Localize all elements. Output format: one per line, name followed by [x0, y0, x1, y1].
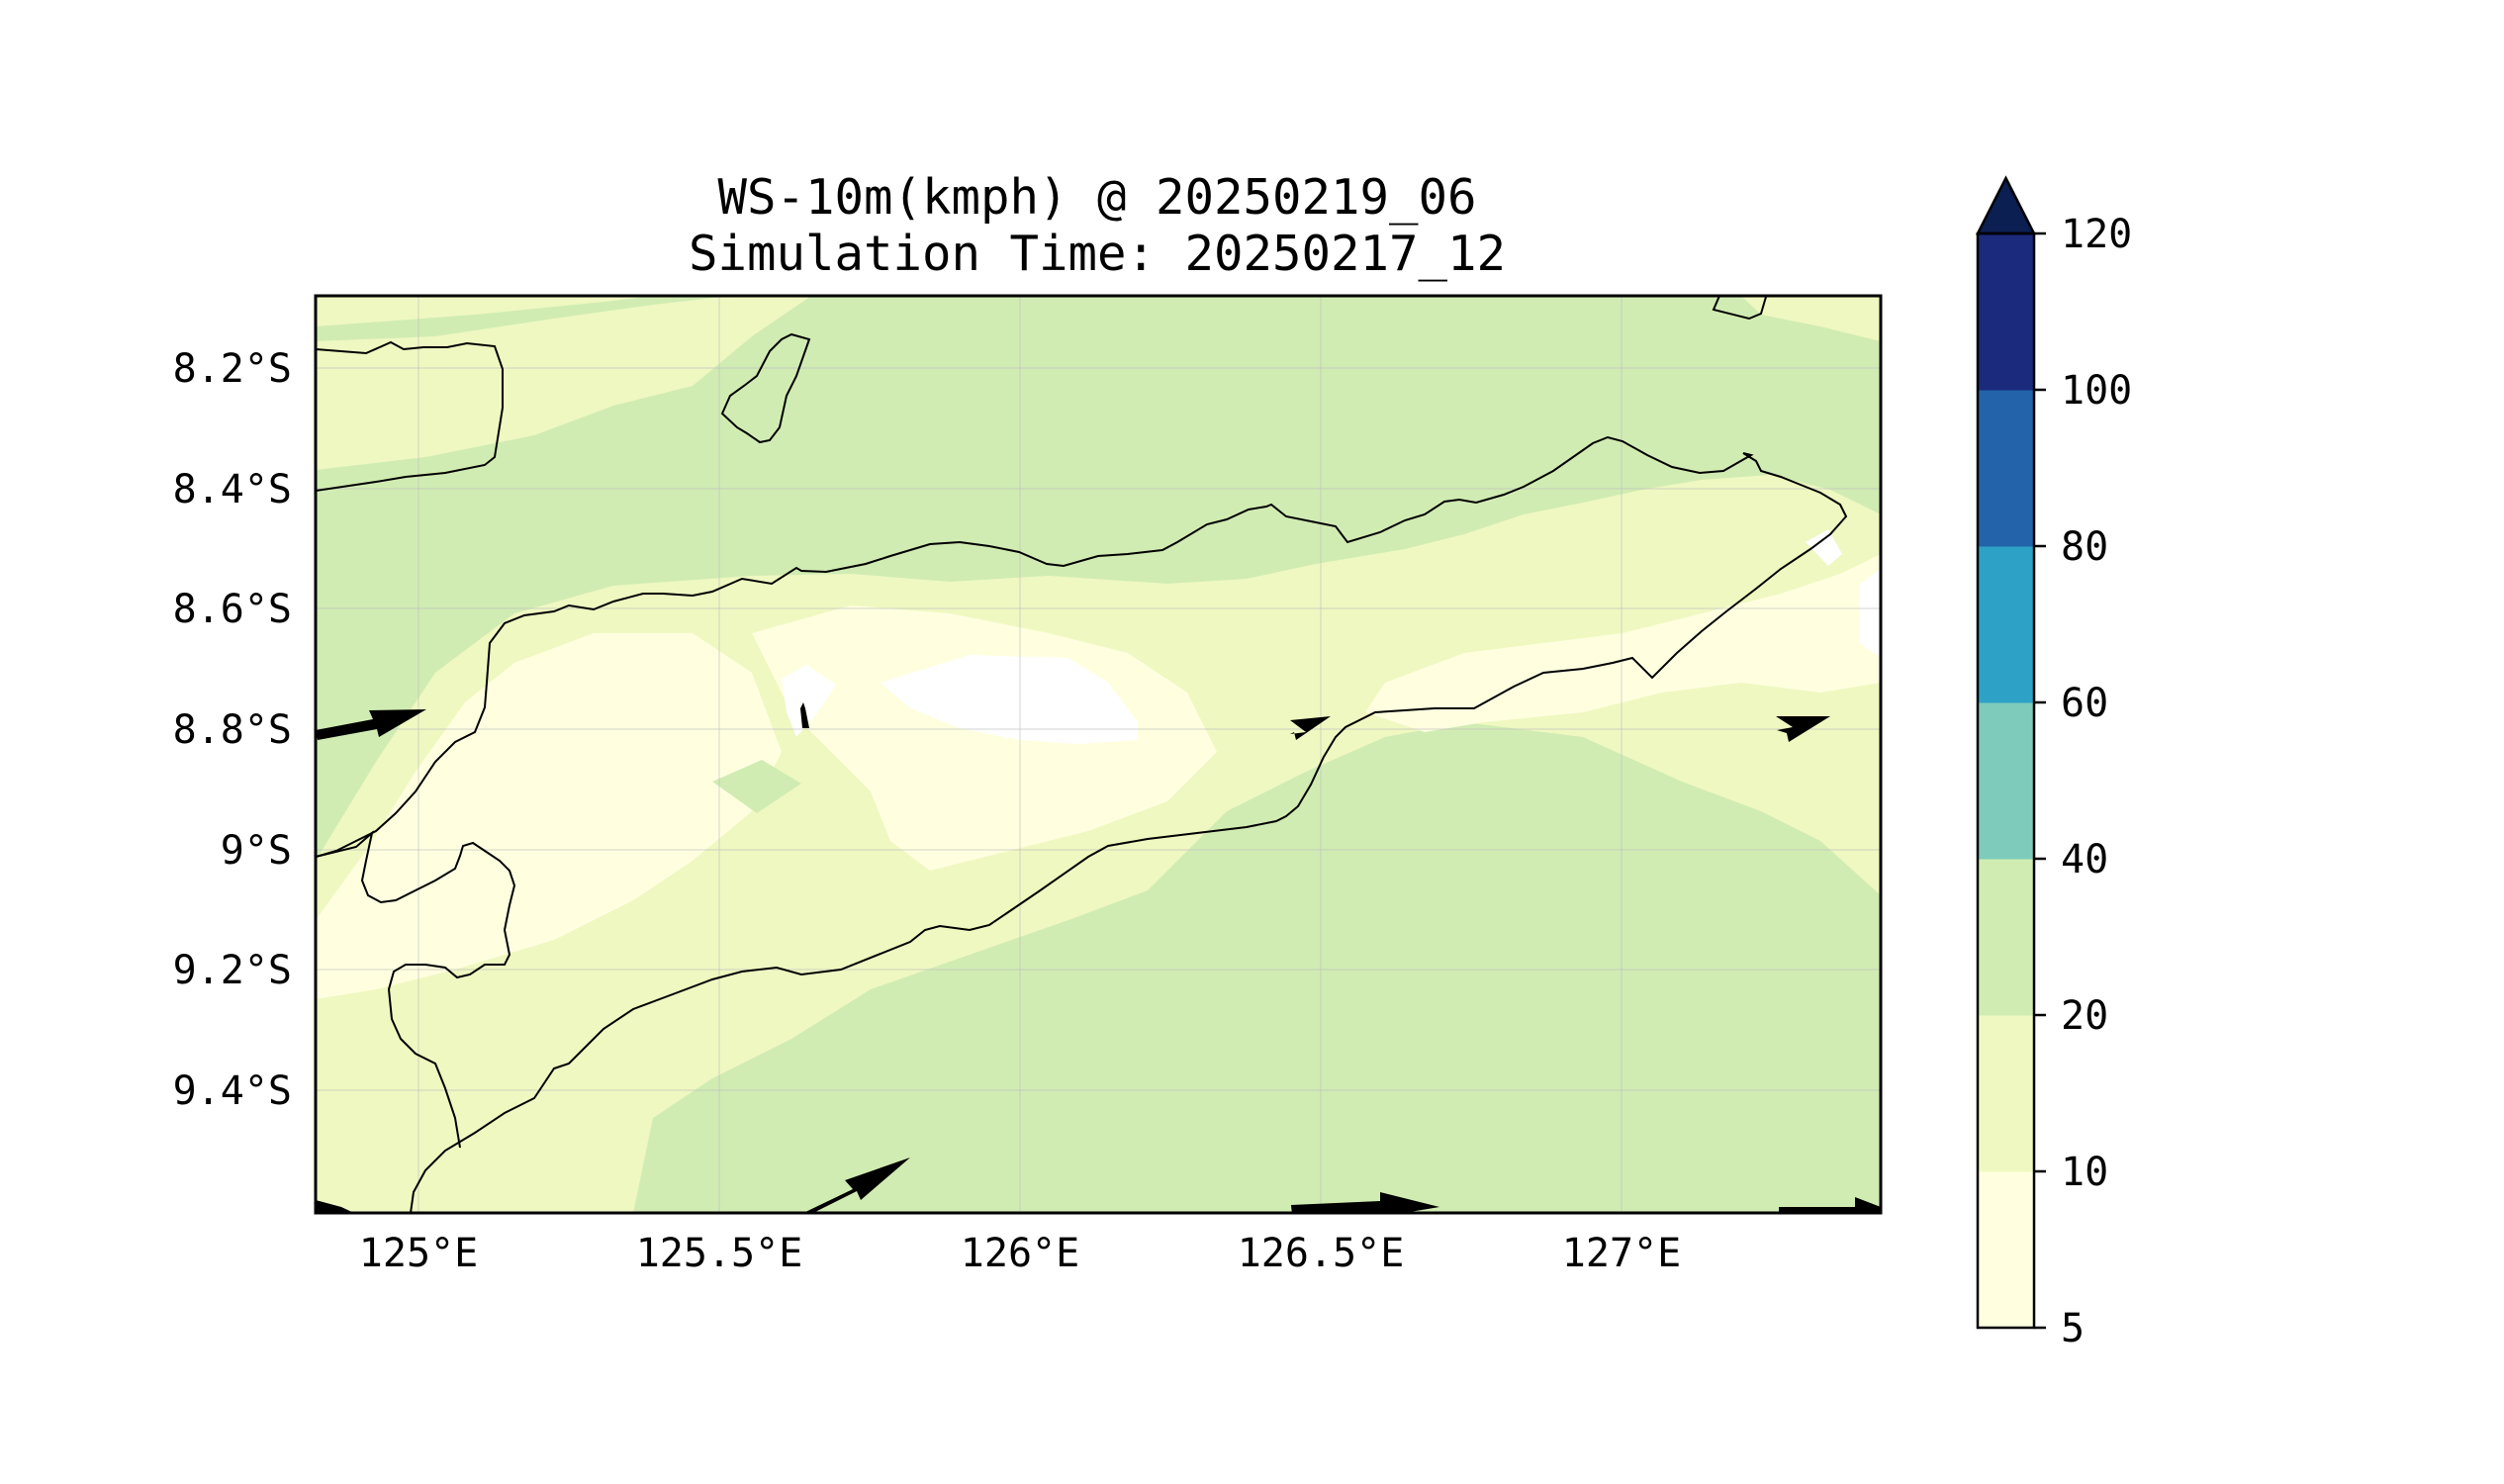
contour-band-high-center: [881, 655, 1138, 744]
colorbar-tick-label: 120: [2061, 212, 2132, 257]
lon-tick-label: 127°E: [1562, 1231, 1681, 1276]
contour-band-10-20-ne: [1741, 296, 1881, 341]
contour-band-high-edge: [1860, 569, 1881, 658]
colorbar-band: [1978, 390, 2034, 547]
coastlines: [316, 296, 1848, 1213]
figure-subtitle: Simulation Time: 20250217_12: [689, 226, 1506, 282]
colorbar-band: [1978, 1171, 2034, 1329]
coastline-timor: [316, 435, 1848, 1213]
wind-vectors: [316, 702, 1881, 1213]
contour-band-high-east: [1806, 529, 1842, 566]
colorbar-band: [1978, 1015, 2034, 1172]
lat-tick-label: 8.6°S: [173, 587, 292, 632]
contour-band-10-20-nw2: [316, 296, 811, 470]
colorbar-band: [1978, 233, 2034, 391]
coastline-north-island-west: [316, 340, 504, 492]
wind-arrow-south-3: [1779, 1197, 1881, 1213]
lon-tick-label: 126°E: [961, 1231, 1079, 1276]
wind-arrow-far-east-mid: [1776, 716, 1830, 742]
contour-band-10-20-south: [554, 1059, 663, 1118]
gridlines: [316, 296, 1881, 1213]
map-frame: [314, 294, 1883, 1215]
lon-tick-label: 125°E: [359, 1231, 478, 1276]
colorbar-tick-label: 20: [2061, 993, 2108, 1039]
figure-title: WS-10m(kmph) @ 20250219_06: [717, 169, 1476, 226]
wind-arrow-east-mid: [1290, 716, 1331, 740]
colorbar-tick-label: 100: [2061, 368, 2132, 414]
lon-tick-label: 126.5°E: [1238, 1231, 1405, 1276]
lat-tick-labels: 8.2°S 8.4°S 8.6°S 8.8°S 9°S 9.2°S 9.4°S: [173, 346, 292, 1114]
colorbar-band: [1978, 859, 2034, 1016]
wind-arrow-central-mid: [800, 702, 809, 728]
wind-arrow-sw-corner: [316, 1200, 354, 1213]
lat-tick-label: 8.8°S: [173, 707, 292, 753]
colorbar-tick-label: 60: [2061, 681, 2108, 726]
colorbar-band: [1978, 702, 2034, 860]
lat-tick-label: 9.4°S: [173, 1068, 292, 1114]
lat-tick-label: 9°S: [221, 828, 292, 874]
lat-tick-label: 9.2°S: [173, 948, 292, 993]
contour-band-10-20-nw: [316, 296, 653, 326]
colorbar: 5 10 20 40 60 80 100 120: [1975, 175, 2132, 1351]
colorbar-outline: [1976, 232, 2036, 1330]
lon-tick-labels: 125°E 125.5°E 126°E 126.5°E 127°E: [359, 1231, 1681, 1276]
colorbar-tick-label: 80: [2061, 524, 2108, 570]
lat-tick-label: 8.4°S: [173, 467, 292, 512]
contour-band-high-small: [782, 665, 836, 737]
colorbar-tick-label: 10: [2061, 1150, 2108, 1195]
coastline-ne-island: [1712, 296, 1767, 321]
contour-band-5-10-east: [1365, 554, 1881, 732]
colorbar-extend-arrow: [1975, 175, 2037, 235]
wind-arrow-south-2: [1291, 1192, 1439, 1213]
coastline-small-island-north: [720, 332, 811, 444]
contour-band-5-10-west2: [485, 683, 683, 890]
contour-band-20-40-blob: [712, 760, 801, 813]
colorbar-tick-label: 40: [2061, 837, 2108, 882]
lon-tick-label: 125.5°E: [636, 1231, 803, 1276]
map-panel: [316, 296, 1881, 1213]
colorbar-tick-label: 5: [2061, 1306, 2085, 1351]
wind-arrow-south-1: [803, 1158, 910, 1213]
lat-tick-label: 8.2°S: [173, 346, 292, 392]
coastline-west-enclave: [316, 830, 516, 1149]
contour-band-5-10-central: [752, 605, 1217, 871]
colorbar-band: [1978, 546, 2034, 703]
wind-arrow-west-mid: [316, 709, 426, 740]
